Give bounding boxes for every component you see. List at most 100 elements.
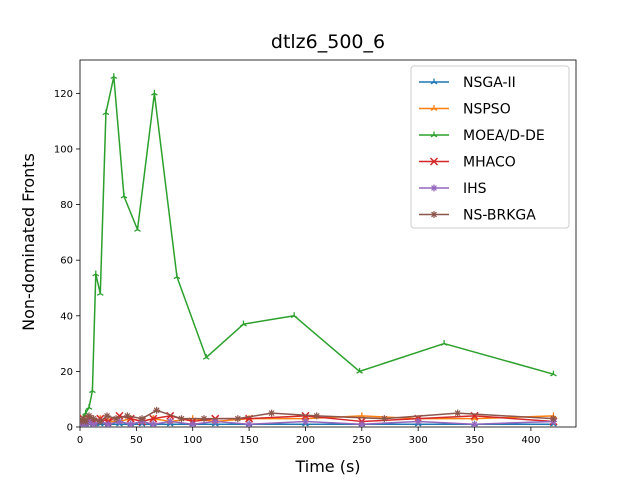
- legend-marker-1-r1: [433, 107, 438, 111]
- series-2-point-8-r2: [110, 76, 115, 79]
- legend-label-2: MOEA/D-DE: [463, 128, 545, 144]
- legend-label-0: NSGA-II: [463, 75, 516, 91]
- series-2-point-14-r2: [240, 323, 244, 327]
- series-5-point-2-r3: [82, 418, 89, 425]
- series-2-point-4: [89, 387, 96, 394]
- series-2-point-18: [550, 370, 557, 377]
- y-tick-label-1: 20: [60, 367, 73, 378]
- series-2-point-6-r2: [96, 292, 101, 296]
- x-tick-label-8: 400: [521, 435, 540, 446]
- series-layer: [80, 73, 558, 427]
- series-2-point-11-r1: [154, 92, 158, 96]
- series-5-point-9: [138, 415, 146, 423]
- series-5-point-6: [103, 412, 111, 420]
- series-2-point-10-r2: [134, 229, 138, 232]
- series-4-point-16-r3: [358, 421, 365, 427]
- legend-marker-1-r2: [430, 107, 435, 111]
- series-5-point-15-r3: [313, 412, 320, 419]
- series-4-point-13-r3: [212, 418, 219, 425]
- series-2-point-15: [290, 312, 298, 319]
- series-2-point-5-r2: [92, 273, 97, 277]
- axes-frame: [79, 59, 577, 428]
- series-5-point-10-r3: [153, 407, 160, 414]
- legend-marker-3-b: [429, 157, 439, 166]
- series-5-point-2: [82, 417, 90, 425]
- legend-label-5: NS-BRKGA: [463, 208, 536, 224]
- series-2-point-15-r2: [290, 315, 295, 319]
- series-4-point-18-r3: [471, 421, 478, 427]
- legend-label-1: NSPSO: [463, 102, 511, 118]
- series-5-point-3-r3: [86, 412, 92, 419]
- series-2-point-14: [240, 320, 247, 327]
- x-tick-label-4: 200: [296, 435, 315, 446]
- legend-marker-0: [430, 78, 438, 85]
- series-4-point-17: [414, 417, 422, 425]
- legend-marker-5-r3: [431, 211, 437, 218]
- series-3-point-11-b: [166, 411, 175, 420]
- x-tick-label-6: 300: [409, 435, 428, 446]
- series-2-point-12-r2: [173, 276, 178, 280]
- series-5-point-1-r3: [80, 415, 87, 422]
- series-4-point-18: [471, 420, 479, 427]
- series-2-point-5: [92, 270, 100, 277]
- series-2-point-7: [102, 109, 110, 116]
- series-5-point-6-r3: [104, 412, 110, 419]
- series-5-point-14: [268, 409, 276, 417]
- series-4-point-10: [149, 420, 157, 427]
- series-5-point-11-r3: [178, 415, 185, 422]
- series-2-point-6: [96, 290, 104, 296]
- series-5-point-10: [153, 406, 161, 414]
- legend-marker-2-r2: [430, 134, 435, 138]
- series-4-point-10-r3: [150, 421, 157, 427]
- legend-marker-2-r1: [433, 134, 438, 138]
- series-4-point-4-r3: [90, 421, 97, 427]
- legend-box: [410, 65, 570, 229]
- series-2-point-11-r2: [151, 92, 155, 96]
- y-tick-label-0: 0: [67, 423, 73, 434]
- series-5-point-8: [123, 412, 131, 420]
- series-4-point-17-r3: [415, 418, 422, 425]
- series-2-point-13-r1: [205, 356, 210, 360]
- series-4-point-15-r3: [302, 418, 309, 425]
- legend-marker-4: [430, 184, 438, 192]
- x-tick-label-7: 350: [465, 435, 484, 446]
- x-tick-label-3: 150: [240, 435, 259, 446]
- series-2-point-16: [356, 367, 363, 374]
- series-2-point-4-r1: [92, 390, 96, 394]
- series-2-point-3-r1: [88, 406, 93, 410]
- series-5-point-5-r3: [97, 418, 104, 425]
- series-2-point-14-r1: [243, 323, 247, 327]
- legend-marker-1: [430, 105, 438, 111]
- series-4-point-12-r3: [189, 421, 196, 427]
- series-5-point-17-r3: [454, 410, 461, 416]
- series-2-point-17-r1: [443, 343, 448, 346]
- series-4-point-11-r3: [167, 418, 174, 425]
- series-5-point-7-r3: [113, 415, 119, 422]
- series-2-point-17: [440, 340, 448, 346]
- series-2-point-7-r2: [102, 112, 107, 116]
- series-4-point-14-r3: [246, 421, 252, 427]
- series-4-point-8-r3: [127, 421, 134, 427]
- y-tick-label-4: 80: [60, 200, 73, 211]
- series-2-point-9: [120, 192, 128, 199]
- y-tick-label-6: 120: [54, 89, 73, 100]
- series-4-point-13: [211, 417, 219, 425]
- x-axis-label: Time (s): [294, 457, 360, 476]
- series-4-point-8: [127, 420, 135, 427]
- legend-marker-3: [429, 157, 439, 166]
- series-5-point-8-r3: [124, 412, 131, 419]
- series-4-point-16: [358, 420, 366, 427]
- series-2-point-18-r1: [553, 373, 557, 377]
- series-4-point-11: [166, 417, 174, 425]
- series-4-point-14: [245, 420, 253, 427]
- series-4-point-12: [189, 420, 197, 427]
- series-2-point-6-r1: [99, 292, 104, 296]
- series-1-point-18-r2: [471, 418, 475, 421]
- series-5: [80, 406, 557, 425]
- series-2-point-7-r1: [105, 112, 110, 116]
- series-2-point-3-r2: [85, 406, 90, 410]
- series-5-point-9-r3: [139, 415, 145, 422]
- series-2-point-17-r2: [440, 343, 445, 346]
- series-2-point-5-r1: [95, 273, 100, 277]
- series-2-point-4-r2: [89, 390, 93, 394]
